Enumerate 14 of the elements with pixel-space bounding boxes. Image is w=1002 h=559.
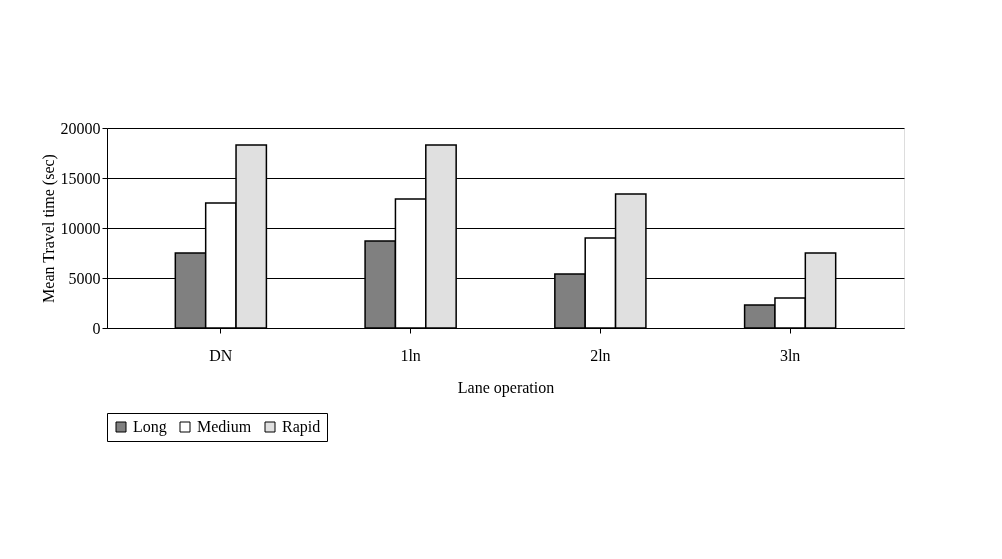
legend-label: Long — [133, 418, 167, 436]
y-tick-label: 15000 — [60, 169, 101, 187]
y-axis-title: Mean Travel time (sec) — [39, 154, 58, 303]
legend-label: Rapid — [282, 418, 321, 436]
x-tick-label: 1ln — [400, 346, 421, 364]
legend-label: Medium — [197, 418, 252, 435]
x-tick-label: 2ln — [590, 346, 611, 364]
y-tick-label: 0 — [92, 319, 101, 337]
x-axis-title: Lane operation — [457, 378, 555, 397]
x-tick-label: 3ln — [779, 346, 801, 364]
x-tick-label: DN — [209, 346, 233, 364]
y-tick-label: 5000 — [68, 269, 101, 287]
y-tick-label: 20000 — [60, 119, 101, 137]
y-tick-label: 10000 — [60, 219, 101, 237]
